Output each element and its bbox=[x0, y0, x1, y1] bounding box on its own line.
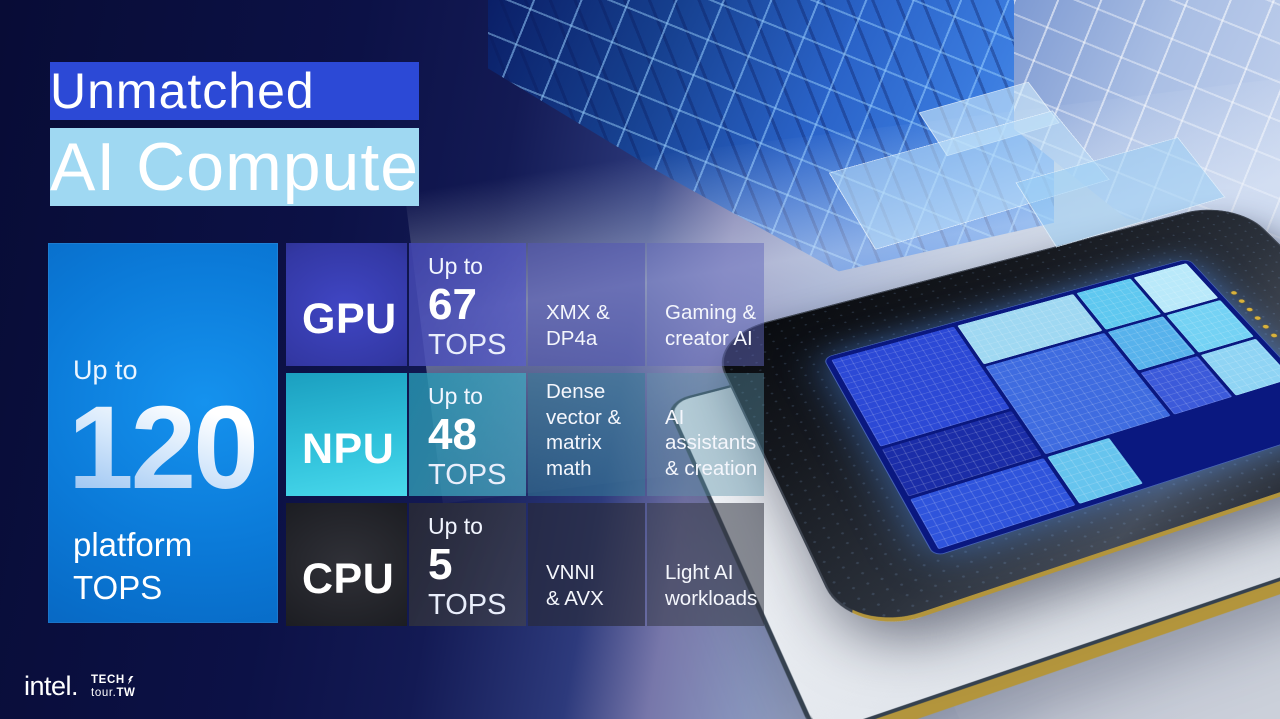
npu-tops-prefix: Up to bbox=[428, 382, 483, 409]
cpu-use-cell: Light AI workloads bbox=[647, 503, 764, 626]
cpu-tops-value: 5 bbox=[428, 539, 453, 589]
tour-text: tour. bbox=[91, 686, 117, 699]
cpu-name-cell: CPU bbox=[286, 503, 407, 626]
npu-name-cell: NPU bbox=[286, 373, 407, 496]
tech-tour-logo: TECH tour.TW bbox=[91, 674, 135, 699]
processor-render bbox=[664, 81, 1280, 719]
tech-tour-line1: TECH bbox=[91, 674, 135, 687]
summary-value: 120 bbox=[68, 388, 278, 509]
gpu-tops-cell: Up to 67 TOPS bbox=[409, 243, 526, 366]
npu-use-cell: AI assistants & creation bbox=[647, 373, 764, 496]
title-line1: Unmatched bbox=[50, 62, 420, 120]
engine-table: GPU Up to 67 TOPS XMX & DP4a Gaming & cr… bbox=[286, 243, 764, 626]
cpu-tops-unit: TOPS bbox=[428, 589, 507, 622]
cpu-tech-cell: VNNI & AVX bbox=[528, 503, 645, 626]
lightning-icon bbox=[127, 675, 134, 685]
summary-suffix: platform TOPS bbox=[73, 526, 193, 606]
cpu-tops-cell: Up to 5 TOPS bbox=[409, 503, 526, 626]
gpu-use-cell: Gaming & creator AI bbox=[647, 243, 764, 366]
tech-tour-text: TECH bbox=[91, 673, 125, 686]
summary-prefix: Up to bbox=[73, 355, 138, 385]
gpu-tops-prefix: Up to bbox=[428, 252, 483, 279]
intel-logo: intel. bbox=[24, 671, 79, 701]
npu-tops-cell: Up to 48 TOPS bbox=[409, 373, 526, 496]
title-line2: AI Compute bbox=[50, 128, 420, 206]
npu-tops-unit: TOPS bbox=[428, 459, 507, 492]
footer: intel. TECH tour.TW bbox=[24, 671, 136, 702]
gpu-label: GPU bbox=[302, 295, 397, 343]
platform-tops-card: Up to 120 platform TOPS bbox=[48, 243, 278, 623]
gpu-tops-value: 67 bbox=[428, 279, 477, 329]
gpu-name-cell: GPU bbox=[286, 243, 407, 366]
chip-die bbox=[822, 258, 1280, 558]
cpu-label: CPU bbox=[302, 555, 395, 603]
tech-tour-line2: tour.TW bbox=[91, 687, 135, 700]
tw-text: TW bbox=[116, 686, 136, 699]
page-title: Unmatched AI Compute bbox=[50, 62, 420, 206]
npu-tech-cell: Dense vector & matrix math bbox=[528, 373, 645, 496]
gpu-tops-unit: TOPS bbox=[428, 329, 507, 362]
npu-label: NPU bbox=[302, 425, 395, 473]
npu-tops-value: 48 bbox=[428, 409, 477, 459]
cpu-tops-prefix: Up to bbox=[428, 512, 483, 539]
gpu-tech-cell: XMX & DP4a bbox=[528, 243, 645, 366]
